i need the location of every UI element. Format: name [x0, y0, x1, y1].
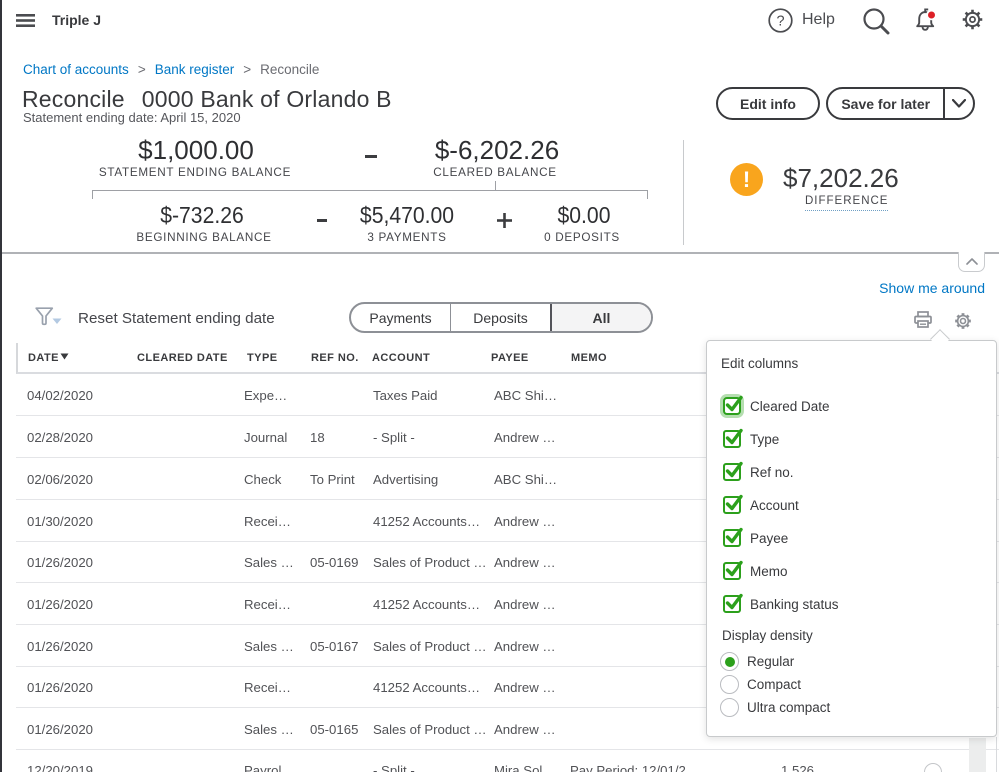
svg-text:?: ?: [776, 14, 784, 30]
